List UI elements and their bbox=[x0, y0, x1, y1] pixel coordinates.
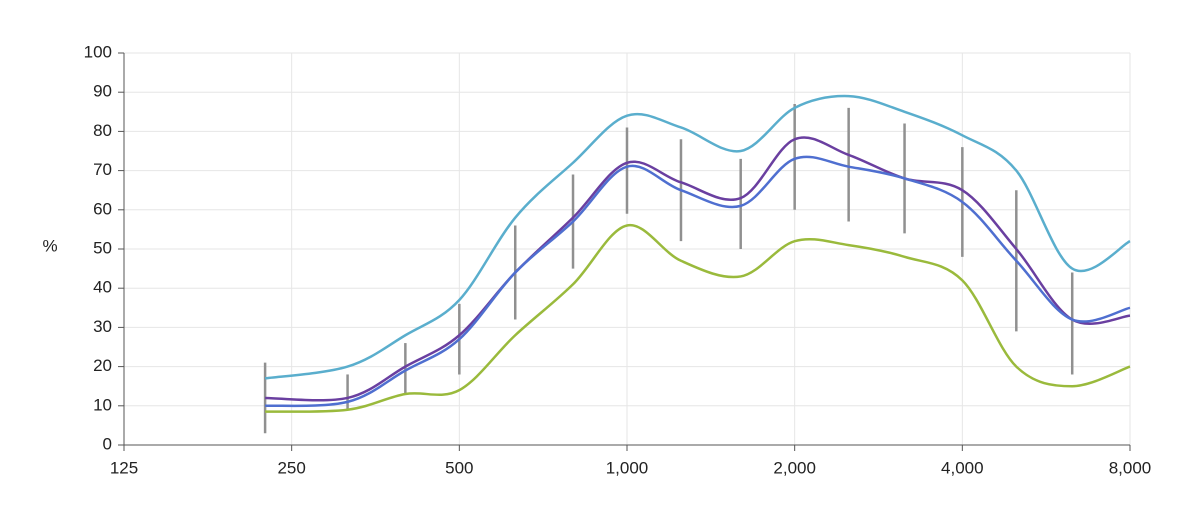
y-tick-label: 80 bbox=[93, 121, 112, 140]
y-axis-label: % bbox=[42, 236, 57, 255]
y-tick-label: 70 bbox=[93, 160, 112, 179]
y-tick-label: 90 bbox=[93, 82, 112, 101]
y-tick-label: 20 bbox=[93, 356, 112, 375]
x-tick-label: 125 bbox=[110, 458, 138, 477]
y-tick-label: 40 bbox=[93, 278, 112, 297]
line-series bbox=[264, 94, 1131, 380]
x-tick-label: 500 bbox=[445, 458, 473, 477]
y-tick-label: 100 bbox=[84, 42, 112, 61]
x-tick-label: 1,000 bbox=[606, 458, 649, 477]
y-tick-label: 50 bbox=[93, 238, 112, 257]
y-tick-label: 0 bbox=[103, 434, 112, 453]
x-tick-label: 8,000 bbox=[1109, 458, 1152, 477]
y-tick-label: 30 bbox=[93, 317, 112, 336]
x-tick-label: 2,000 bbox=[773, 458, 816, 477]
line-series bbox=[265, 224, 1131, 413]
y-tick-label: 10 bbox=[93, 395, 112, 414]
line-series bbox=[265, 155, 1131, 408]
y-tick-label: 60 bbox=[93, 199, 112, 218]
x-tick-label: 250 bbox=[277, 458, 305, 477]
x-tick-label: 4,000 bbox=[941, 458, 984, 477]
line-series bbox=[265, 136, 1131, 402]
